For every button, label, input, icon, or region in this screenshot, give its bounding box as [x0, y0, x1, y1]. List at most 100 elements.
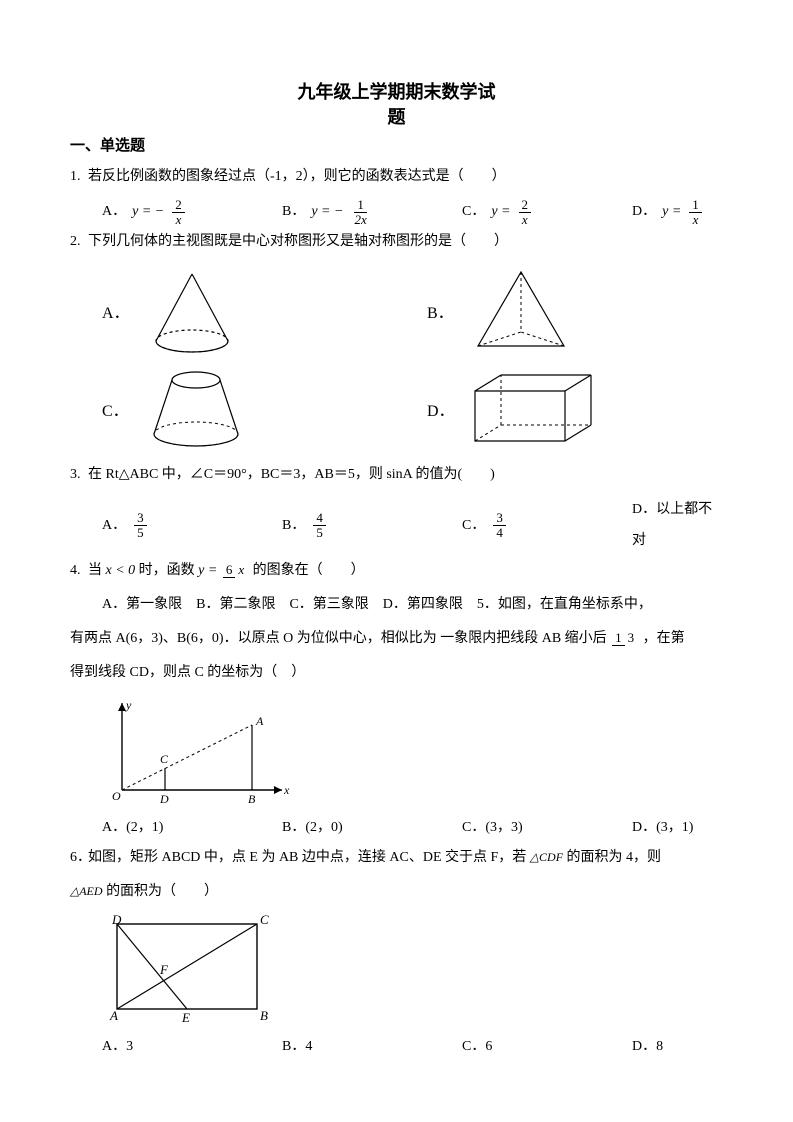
- q1-opt-a: A． y = − 2x: [102, 197, 282, 228]
- q4-mid: 时，函数: [139, 563, 199, 578]
- opt-eq: y =: [491, 197, 510, 228]
- opt-label: C．: [462, 511, 485, 542]
- label-y: y: [125, 698, 132, 712]
- q1-opt-d: D． y = 1x: [632, 197, 723, 228]
- q3-opt-d: D．以上都不对: [632, 495, 723, 557]
- q2-number: 2.: [70, 228, 81, 256]
- section-heading: 一、单选题: [70, 134, 723, 155]
- q1-options: A． y = − 2x B． y = − 12x C． y = 2x D． y …: [70, 197, 723, 228]
- q6-post: 的面积为（ ）: [106, 884, 218, 899]
- q2-opt-d: D．: [427, 369, 723, 449]
- opt-label: B．: [282, 197, 305, 228]
- opt-eq: y =: [662, 197, 681, 228]
- q6-options: A．3 B．4 C．6 D．8: [70, 1032, 723, 1063]
- q3-options: A． 35 B． 45 C． 34 D．以上都不对: [70, 495, 723, 557]
- rectangle-diagram: D C A B E F: [102, 914, 272, 1024]
- q6-number: 6．: [70, 844, 91, 872]
- cuboid-icon: [467, 369, 607, 449]
- q5-line2-post: ，在第: [643, 631, 685, 646]
- q2-text: 下列几何体的主视图既是中心对称图形又是轴对称图形的是（ ）: [88, 234, 508, 249]
- fraction: 35: [134, 511, 147, 541]
- label-B: B: [248, 792, 256, 805]
- label-C: C: [260, 914, 269, 927]
- q5-opt-c: C．(3，3): [462, 813, 632, 844]
- opt-label: B．: [427, 299, 454, 323]
- q1-opt-c: C． y = 2x: [462, 197, 632, 228]
- q4-opts-q5-start: A．第一象限 B．第二象限 C．第三象限 D．第四象限 5．如图，在直角坐标系中…: [102, 597, 652, 612]
- label-E: E: [181, 1010, 190, 1024]
- q5-opt-a: A．(2，1): [102, 813, 282, 844]
- label-O: O: [112, 789, 121, 803]
- q1-text: 若反比例函数的图象经过点（-1，2），则它的函数表达式是（ ）: [88, 169, 506, 184]
- q6-tri1: △CDF: [530, 850, 563, 864]
- q6-line2: △AED 的面积为（ ）: [70, 878, 723, 906]
- q5-opt-b: B．(2，0): [282, 813, 462, 844]
- fraction: 12x: [351, 198, 369, 228]
- q4-number: 4.: [70, 557, 81, 585]
- fraction: 34: [493, 511, 506, 541]
- q5-line2-pre: 有两点 A(6，3)、B(6，0)．以原点 O 为位似中心，相似比为 一象限内把…: [70, 631, 607, 646]
- q6-pre: 如图，矩形 ABCD 中，点 E 为 AB 边中点，连接 AC、DE 交于点 F…: [88, 850, 530, 865]
- q5-opt-d: D．(3，1): [632, 813, 723, 844]
- q4-post: 的图象在（ ）: [253, 563, 365, 578]
- q3-number: 3.: [70, 461, 81, 489]
- q6-tri2: △AED: [70, 884, 103, 898]
- fraction: 2x: [519, 198, 532, 228]
- label-x: x: [283, 783, 290, 797]
- q2-row2: C． D．: [70, 366, 723, 451]
- q5-diagram: O y x A B C D: [102, 695, 723, 805]
- title-line2: 题: [70, 105, 723, 130]
- page-title: 九年级上学期期末数学试 题: [70, 80, 723, 130]
- q6-opt-b: B．4: [282, 1032, 462, 1063]
- opt-label: B．: [282, 511, 305, 542]
- label-D: D: [159, 792, 169, 805]
- fraction: 2x: [172, 198, 185, 228]
- q4-eq: y =: [198, 563, 217, 578]
- fraction: 1x: [689, 198, 702, 228]
- q5-line2: 有两点 A(6，3)、B(6，0)．以原点 O 为位似中心，相似比为 一象限内把…: [70, 625, 723, 653]
- q3-text: 在 Rt△ABC 中，∠C＝90°，BC＝3，AB＝5，则 sinA 的值为( …: [88, 467, 495, 482]
- fraction: 13: [612, 631, 637, 645]
- q6-opt-c: C．6: [462, 1032, 632, 1063]
- fraction: 45: [313, 511, 326, 541]
- label-F: F: [159, 962, 169, 977]
- q3-opt-b: B． 45: [282, 511, 462, 542]
- q5-options: A．(2，1) B．(2，0) C．(3，3) D．(3，1): [70, 813, 723, 844]
- opt-label: A．: [102, 511, 126, 542]
- q4-options-and-q5: A．第一象限 B．第二象限 C．第三象限 D．第四象限 5．如图，在直角坐标系中…: [70, 591, 723, 619]
- q6-opt-a: A．3: [102, 1032, 282, 1063]
- q2-opt-b: B．: [427, 266, 723, 356]
- label-A: A: [255, 714, 264, 728]
- cone-icon: [142, 266, 242, 356]
- question-1: 1. 若反比例函数的图象经过点（-1，2），则它的函数表达式是（ ）: [70, 163, 723, 191]
- label-A: A: [109, 1008, 118, 1023]
- opt-label: C．: [102, 397, 129, 421]
- question-4: 4. 当 x < 0 时，函数 y = 6x 的图象在（ ）: [70, 557, 723, 585]
- opt-eq: y = −: [132, 197, 164, 228]
- label-B: B: [260, 1008, 268, 1023]
- q2-opt-c: C．: [102, 366, 427, 451]
- q6-diagram: D C A B E F: [102, 914, 723, 1024]
- opt-label: A．: [102, 197, 126, 228]
- fraction: 6x: [223, 563, 247, 577]
- q5-line3-text: 得到线段 CD，则点 C 的坐标为（ ）: [70, 665, 305, 680]
- question-2: 2. 下列几何体的主视图既是中心对称图形又是轴对称图形的是（ ）: [70, 228, 723, 256]
- label-C: C: [160, 752, 169, 766]
- q3-opt-a: A． 35: [102, 511, 282, 542]
- q5-line3: 得到线段 CD，则点 C 的坐标为（ ）: [70, 659, 723, 687]
- question-6: 6． 如图，矩形 ABCD 中，点 E 为 AB 边中点，连接 AC、DE 交于…: [70, 844, 723, 872]
- q6-opt-d: D．8: [632, 1032, 723, 1063]
- label-D: D: [111, 914, 122, 927]
- opt-label: D．: [427, 397, 455, 421]
- opt-label: A．: [102, 299, 130, 323]
- opt-eq: y = −: [311, 197, 343, 228]
- frustum-icon: [141, 366, 251, 451]
- opt-label: C．: [462, 197, 485, 228]
- q1-number: 1.: [70, 163, 81, 191]
- q3-opt-c: C． 34: [462, 511, 632, 542]
- q2-opt-a: A．: [102, 266, 427, 356]
- opt-label: D．以上都不对: [632, 495, 723, 557]
- title-line1: 九年级上学期期末数学试: [70, 80, 723, 105]
- q4-cond: x < 0: [106, 563, 136, 578]
- tetrahedron-icon: [466, 266, 576, 356]
